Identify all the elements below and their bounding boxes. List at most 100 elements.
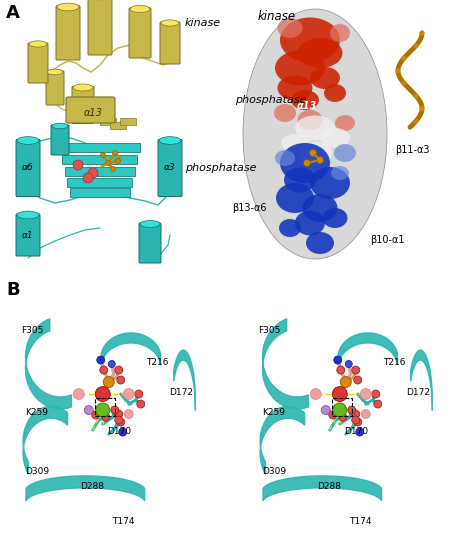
Circle shape xyxy=(92,411,100,419)
Circle shape xyxy=(116,159,120,164)
FancyBboxPatch shape xyxy=(28,43,48,83)
Ellipse shape xyxy=(306,232,334,254)
FancyBboxPatch shape xyxy=(66,97,115,123)
Text: K259: K259 xyxy=(26,408,48,416)
FancyBboxPatch shape xyxy=(158,139,182,196)
Circle shape xyxy=(303,159,310,166)
Ellipse shape xyxy=(275,150,295,166)
FancyBboxPatch shape xyxy=(160,22,180,64)
Circle shape xyxy=(96,403,110,417)
Ellipse shape xyxy=(243,9,387,259)
Ellipse shape xyxy=(281,134,309,152)
Ellipse shape xyxy=(29,41,47,47)
Circle shape xyxy=(123,389,134,399)
Text: β10-α1: β10-α1 xyxy=(370,235,404,245)
FancyBboxPatch shape xyxy=(51,125,69,155)
Circle shape xyxy=(356,428,364,436)
Circle shape xyxy=(374,400,382,408)
Circle shape xyxy=(73,389,84,399)
Text: phosphatase: phosphatase xyxy=(235,95,307,105)
Circle shape xyxy=(360,389,371,399)
Circle shape xyxy=(115,366,123,374)
Circle shape xyxy=(413,93,419,98)
Circle shape xyxy=(117,418,125,426)
Text: kinase: kinase xyxy=(258,10,296,23)
Circle shape xyxy=(345,361,352,368)
FancyBboxPatch shape xyxy=(129,8,151,58)
Circle shape xyxy=(137,400,145,408)
Text: D288: D288 xyxy=(317,482,341,491)
Ellipse shape xyxy=(52,123,68,129)
Ellipse shape xyxy=(277,18,302,38)
Circle shape xyxy=(106,160,110,165)
Circle shape xyxy=(340,377,351,388)
Text: α3: α3 xyxy=(164,164,176,173)
Text: F305: F305 xyxy=(258,326,281,335)
Circle shape xyxy=(310,149,317,156)
FancyBboxPatch shape xyxy=(60,143,140,152)
Ellipse shape xyxy=(334,144,356,162)
Circle shape xyxy=(310,389,321,399)
Circle shape xyxy=(83,173,93,183)
Circle shape xyxy=(321,405,330,415)
Ellipse shape xyxy=(310,67,340,89)
Text: α13: α13 xyxy=(297,101,317,111)
Ellipse shape xyxy=(298,142,332,164)
FancyBboxPatch shape xyxy=(72,86,94,123)
Circle shape xyxy=(100,366,108,374)
Circle shape xyxy=(361,410,370,419)
Circle shape xyxy=(352,416,360,424)
FancyBboxPatch shape xyxy=(63,155,137,164)
Text: F305: F305 xyxy=(21,326,44,335)
Circle shape xyxy=(354,376,362,384)
Bar xyxy=(100,118,116,125)
Bar xyxy=(5,293,233,541)
FancyBboxPatch shape xyxy=(16,139,40,196)
Circle shape xyxy=(413,43,419,48)
Ellipse shape xyxy=(73,84,93,91)
Text: D170: D170 xyxy=(344,427,368,436)
Ellipse shape xyxy=(302,194,337,222)
FancyBboxPatch shape xyxy=(139,223,161,263)
Circle shape xyxy=(111,406,119,414)
Circle shape xyxy=(334,356,342,364)
FancyBboxPatch shape xyxy=(16,214,40,256)
Text: β13-α6: β13-α6 xyxy=(232,203,266,213)
Circle shape xyxy=(337,366,345,374)
Text: kinase: kinase xyxy=(185,18,221,28)
Circle shape xyxy=(102,413,110,421)
Circle shape xyxy=(115,416,123,424)
Ellipse shape xyxy=(310,167,350,199)
Circle shape xyxy=(110,166,116,171)
Text: T216: T216 xyxy=(383,358,406,367)
Circle shape xyxy=(135,390,143,398)
Ellipse shape xyxy=(335,115,355,131)
Circle shape xyxy=(352,410,360,418)
Text: D288: D288 xyxy=(80,482,104,491)
Bar xyxy=(242,293,470,541)
Bar xyxy=(120,118,136,125)
Circle shape xyxy=(100,153,106,158)
Circle shape xyxy=(401,81,407,86)
Bar xyxy=(95,398,115,416)
Text: D170: D170 xyxy=(107,427,131,436)
FancyBboxPatch shape xyxy=(46,71,64,105)
Ellipse shape xyxy=(280,18,340,62)
FancyBboxPatch shape xyxy=(67,178,133,187)
Text: phosphatase: phosphatase xyxy=(185,163,256,173)
Circle shape xyxy=(95,387,110,401)
Ellipse shape xyxy=(159,137,181,144)
Text: α6: α6 xyxy=(22,164,34,173)
Text: D172: D172 xyxy=(169,388,193,397)
Ellipse shape xyxy=(295,116,335,140)
Circle shape xyxy=(332,387,347,401)
FancyBboxPatch shape xyxy=(70,188,130,197)
Circle shape xyxy=(108,361,115,368)
Ellipse shape xyxy=(284,168,316,192)
Ellipse shape xyxy=(275,50,325,86)
Ellipse shape xyxy=(324,84,346,102)
Ellipse shape xyxy=(331,166,349,180)
Circle shape xyxy=(339,413,347,421)
Text: α13: α13 xyxy=(83,108,102,118)
Ellipse shape xyxy=(279,219,301,237)
